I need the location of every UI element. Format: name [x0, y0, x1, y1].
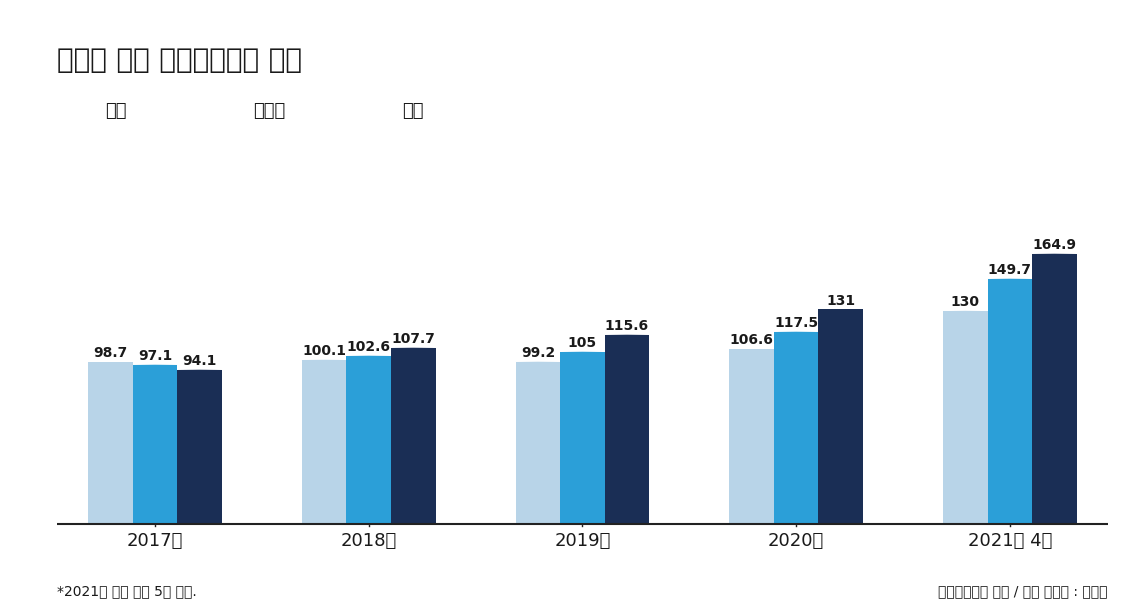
Bar: [819, 309, 863, 524]
Bar: [774, 332, 819, 524]
Text: 102.6: 102.6: [347, 340, 391, 354]
Text: 97.1: 97.1: [138, 349, 172, 363]
Text: 아파트 매매 실거래가지수 흐름: 아파트 매매 실거래가지수 흐름: [57, 46, 303, 74]
Text: 2021년 4월: 2021년 4월: [967, 532, 1052, 550]
Bar: [88, 362, 132, 524]
Bar: [391, 348, 435, 524]
Text: 2019년: 2019년: [554, 532, 611, 550]
Text: 99.2: 99.2: [521, 346, 555, 360]
Text: 2020년: 2020년: [767, 532, 825, 550]
Bar: [1032, 254, 1077, 524]
Bar: [346, 356, 391, 524]
Text: 서울: 서울: [402, 102, 424, 120]
Bar: [604, 335, 649, 524]
Text: 2017년: 2017년: [127, 532, 183, 550]
Text: 수도권: 수도권: [254, 102, 286, 120]
Text: 130: 130: [951, 295, 980, 309]
Text: 105: 105: [568, 336, 597, 350]
Text: 한국부동산원 자료 / 모션 그래픽 : 이은경: 한국부동산원 자료 / 모션 그래픽 : 이은경: [939, 585, 1108, 599]
Text: 106.6: 106.6: [730, 333, 773, 348]
Text: 149.7: 149.7: [988, 263, 1032, 277]
Bar: [730, 349, 774, 524]
Bar: [988, 279, 1032, 524]
Text: 115.6: 115.6: [605, 319, 649, 333]
Text: 94.1: 94.1: [183, 354, 217, 368]
Bar: [301, 360, 346, 524]
Text: 107.7: 107.7: [392, 332, 435, 346]
Text: 100.1: 100.1: [303, 344, 346, 358]
Text: 98.7: 98.7: [94, 346, 128, 360]
Text: 164.9: 164.9: [1032, 238, 1076, 252]
Bar: [516, 362, 561, 524]
Bar: [561, 352, 604, 524]
Bar: [943, 311, 988, 524]
Text: 131: 131: [826, 293, 855, 308]
Text: 117.5: 117.5: [774, 316, 818, 330]
Text: 전국: 전국: [105, 102, 127, 120]
Text: *2021년 제외 매년 5월 기준.: *2021년 제외 매년 5월 기준.: [57, 585, 196, 599]
Bar: [177, 370, 222, 524]
Bar: [132, 365, 177, 524]
Text: 2018년: 2018년: [340, 532, 397, 550]
